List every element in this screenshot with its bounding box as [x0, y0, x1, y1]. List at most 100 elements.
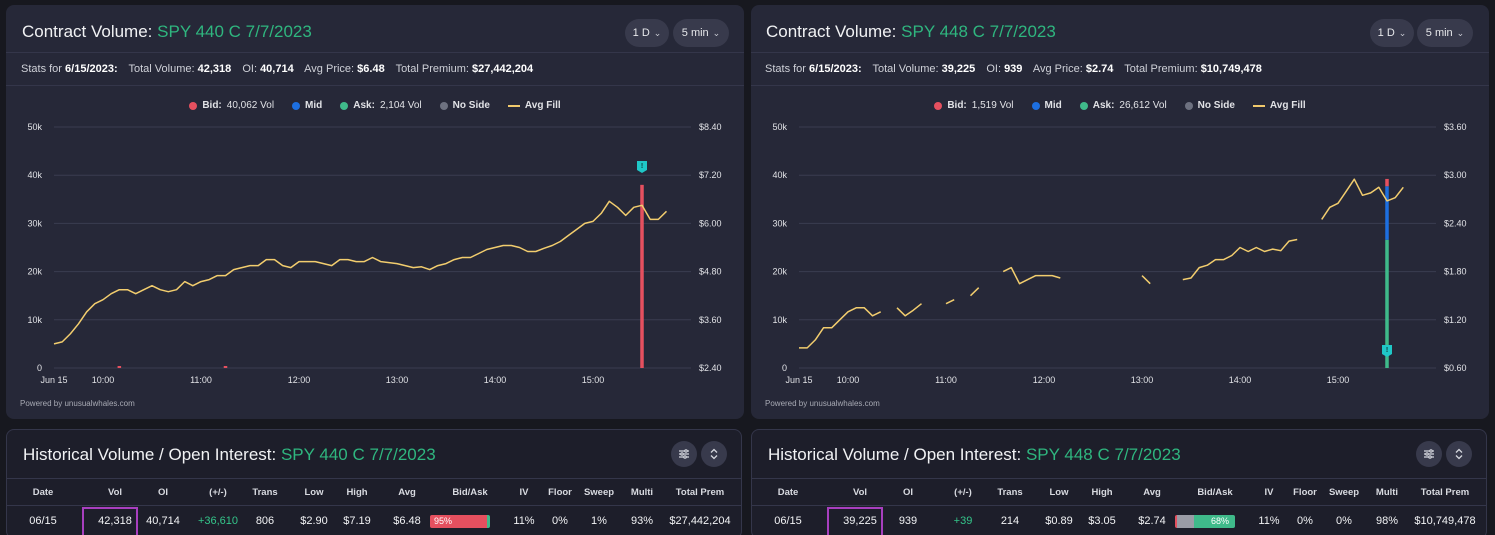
- column-header-low[interactable]: Low: [1049, 487, 1069, 498]
- historical-title-text: Historical Volume / Open Interest:: [768, 445, 1022, 464]
- timeframe-dropdown[interactable]: 1 D ⌄: [625, 19, 669, 47]
- legend-bid[interactable]: Bid: 1,519 Vol: [934, 100, 1014, 111]
- column-header-low[interactable]: Low: [304, 487, 324, 498]
- sliders-icon: [1424, 449, 1434, 459]
- filter-button[interactable]: [1416, 441, 1442, 467]
- column-header-date[interactable]: Date: [32, 487, 54, 498]
- y-right-tick-label: $1.80: [1444, 267, 1467, 277]
- legend-ask-label: Ask:: [353, 100, 375, 111]
- legend-ask[interactable]: Ask: 2,104 Vol: [340, 100, 422, 111]
- column-header-iv[interactable]: IV: [519, 487, 529, 498]
- legend-ask-value: 26,612 Vol: [1119, 100, 1167, 111]
- y-left-tick-label: 40k: [27, 170, 42, 180]
- legend-avgfill[interactable]: Avg Fill: [507, 100, 561, 111]
- column-header-oi[interactable]: OI: [157, 487, 169, 498]
- column-header-avg[interactable]: Avg: [398, 487, 416, 498]
- filter-button[interactable]: [671, 441, 697, 467]
- table-header: Date Vol OI (+/-) Trans Low High Avg Bid/Ask IV Fl…: [7, 478, 741, 506]
- table-row[interactable]: 06/15 39,225 939 +39 214 $0.89 $3.05 $2.74 68% 11…: [752, 507, 1486, 535]
- column-header-iv[interactable]: IV: [1264, 487, 1274, 498]
- legend-noside[interactable]: No Side: [1184, 100, 1235, 111]
- timeframe-dropdown[interactable]: 1 D ⌄: [1370, 19, 1414, 47]
- historical-panel-right: Historical Volume / Open Interest: SPY 4…: [751, 429, 1487, 535]
- total-volume-value: 39,225: [941, 63, 976, 75]
- vol-highlight-box: [82, 507, 138, 535]
- legend-avgfill[interactable]: Avg Fill: [1252, 100, 1306, 111]
- column-header-avg[interactable]: Avg: [1143, 487, 1161, 498]
- avg-fill-line: [53, 200, 668, 345]
- legend-bid[interactable]: Bid: 40,062 Vol: [189, 100, 274, 111]
- volume-bar-bid: [1385, 178, 1389, 187]
- historical-title: Historical Volume / Open Interest: SPY 4…: [768, 445, 1181, 465]
- interval-dropdown[interactable]: 5 min ⌄: [1417, 19, 1473, 47]
- y-right-tick-label: $7.20: [699, 170, 722, 180]
- column-header-multi[interactable]: Multi: [630, 487, 654, 498]
- column-header-floor[interactable]: Floor: [548, 487, 572, 498]
- x-tick-label: 11:00: [190, 375, 212, 385]
- legend-ask-value: 2,104 Vol: [379, 100, 422, 111]
- interval-dropdown[interactable]: 5 min ⌄: [673, 19, 729, 47]
- historical-panel-left: Historical Volume / Open Interest: SPY 4…: [6, 429, 742, 535]
- powered-by-text[interactable]: Powered by unusualwhales.com: [20, 399, 135, 408]
- interval-value: 5 min: [1425, 27, 1453, 39]
- y-left-tick-label: 10k: [772, 315, 787, 325]
- vol-highlight-box: [827, 507, 883, 535]
- flag-marker-icon: !: [1382, 345, 1392, 357]
- avg-fill-line: [969, 287, 980, 297]
- sort-button[interactable]: [1446, 441, 1472, 467]
- column-header-trans[interactable]: Trans: [997, 487, 1023, 498]
- column-header-bid-ask[interactable]: Bid/Ask: [1197, 487, 1233, 498]
- legend-ask[interactable]: Ask: 26,612 Vol: [1079, 100, 1167, 111]
- y-right-tick-label: $3.00: [1444, 170, 1467, 180]
- table-row[interactable]: 06/15 42,318 40,714 +36,610 806 $2.90 $7.19 $6.…: [7, 507, 741, 535]
- column-header-total-prem[interactable]: Total Prem: [1420, 487, 1470, 498]
- legend-noside[interactable]: No Side: [439, 100, 490, 111]
- avg-fill-line: [945, 299, 955, 305]
- y-left-tick-label: 30k: [27, 218, 42, 228]
- column-header-change[interactable]: (+/-): [954, 487, 972, 498]
- avg-price-value: $2.74: [1085, 63, 1114, 75]
- column-header-vol[interactable]: Vol: [852, 487, 868, 498]
- column-header-floor[interactable]: Floor: [1293, 487, 1317, 498]
- cell-sweep: 0%: [1336, 515, 1352, 527]
- cell-floor: 0%: [1297, 515, 1313, 527]
- bid-ask-segment-ask: [487, 515, 490, 528]
- column-header-sweep[interactable]: Sweep: [1328, 487, 1360, 498]
- column-header-high[interactable]: High: [346, 487, 368, 498]
- y-left-tick-label: 0: [782, 363, 787, 373]
- y-left-tick-label: 50k: [27, 122, 42, 132]
- column-header-multi[interactable]: Multi: [1375, 487, 1399, 498]
- column-header-bid-ask[interactable]: Bid/Ask: [452, 487, 488, 498]
- total-premium-value: $27,442,204: [471, 63, 534, 75]
- oi-label: OI:: [986, 63, 1001, 75]
- legend-mid-label: Mid: [305, 100, 323, 111]
- total-volume-label: Total Volume:: [872, 63, 939, 75]
- column-header-vol[interactable]: Vol: [107, 487, 123, 498]
- column-header-trans[interactable]: Trans: [252, 487, 278, 498]
- legend-mid[interactable]: Mid: [292, 100, 322, 111]
- y-right-tick-label: $6.00: [699, 218, 722, 228]
- column-header-date[interactable]: Date: [777, 487, 799, 498]
- chevron-down-icon: ⌄: [712, 27, 721, 38]
- column-header-change[interactable]: (+/-): [209, 487, 227, 498]
- bid-ask-bar: 95%: [430, 515, 490, 528]
- column-header-high[interactable]: High: [1091, 487, 1113, 498]
- bid-ask-percent: 68%: [1210, 516, 1229, 526]
- column-header-oi[interactable]: OI: [902, 487, 914, 498]
- y-left-tick-label: 30k: [772, 218, 787, 228]
- volume-bar-bid: [223, 366, 228, 368]
- cell-floor: 0%: [552, 515, 568, 527]
- legend-mid[interactable]: Mid: [1031, 100, 1062, 111]
- avg-fill-line: [1141, 275, 1151, 285]
- ask-dot-icon: [340, 101, 349, 110]
- cell-iv: 11%: [513, 515, 535, 527]
- cell-high: $3.05: [1088, 515, 1116, 527]
- chevron-down-icon: ⌄: [1398, 27, 1407, 38]
- column-header-sweep[interactable]: Sweep: [583, 487, 615, 498]
- powered-by-text[interactable]: Powered by unusualwhales.com: [765, 399, 880, 408]
- avg-fill-line: [1182, 238, 1298, 281]
- sort-button[interactable]: [701, 441, 727, 467]
- legend-ask-label: Ask:: [1092, 100, 1115, 111]
- column-header-total-prem[interactable]: Total Prem: [675, 487, 725, 498]
- cell-oi: 40,714: [146, 515, 180, 527]
